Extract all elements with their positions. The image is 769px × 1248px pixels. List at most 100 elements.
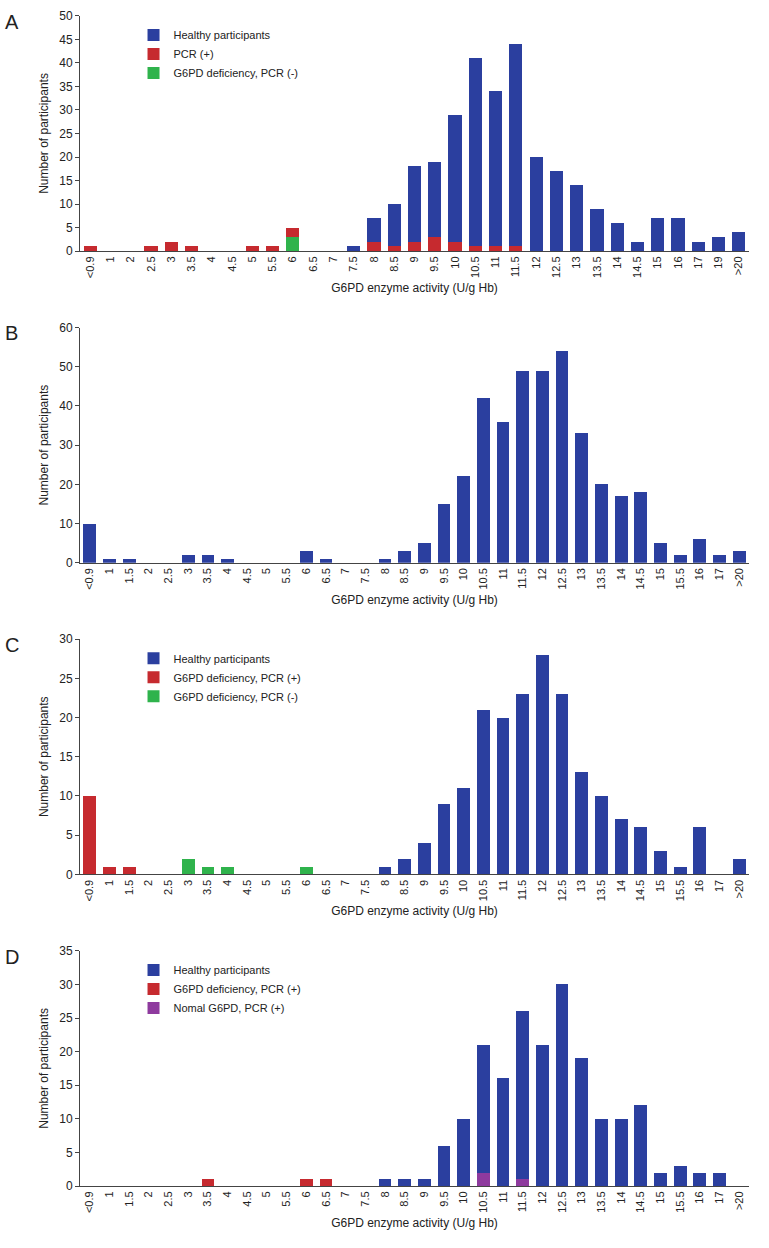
svg-text:6: 6 (300, 568, 312, 574)
svg-text:15: 15 (654, 880, 666, 892)
svg-text:11: 11 (497, 880, 509, 891)
svg-text:12: 12 (536, 568, 548, 580)
svg-text:60: 60 (59, 321, 73, 335)
svg-text:40: 40 (59, 399, 73, 413)
svg-text:8: 8 (379, 1191, 391, 1197)
svg-text:5: 5 (66, 1146, 73, 1160)
svg-text:15.5: 15.5 (674, 568, 686, 589)
svg-text:20: 20 (59, 150, 73, 164)
svg-text:6.5: 6.5 (320, 568, 332, 583)
svg-text:13.5: 13.5 (595, 568, 607, 589)
svg-text:8.5: 8.5 (388, 256, 400, 271)
svg-text:15.5: 15.5 (674, 1191, 686, 1212)
svg-text:4: 4 (205, 256, 217, 262)
svg-text:2: 2 (124, 256, 136, 262)
svg-text:4: 4 (221, 880, 233, 886)
svg-text:5.5: 5.5 (266, 256, 278, 271)
svg-text:0: 0 (66, 244, 73, 258)
svg-text:13.5: 13.5 (591, 256, 603, 277)
svg-text:16: 16 (672, 256, 684, 268)
svg-text:B: B (5, 322, 18, 344)
svg-text:10.5: 10.5 (469, 256, 481, 277)
svg-text:7: 7 (327, 256, 339, 262)
svg-text:11: 11 (489, 256, 501, 267)
svg-text:Healthy participants: Healthy participants (174, 653, 271, 665)
svg-text:13: 13 (570, 256, 582, 268)
svg-text:Number of participants: Number of participants (37, 385, 51, 506)
svg-text:3: 3 (182, 880, 194, 886)
svg-text:C: C (5, 634, 19, 656)
svg-text:G6PD enzyme activity (U/g Hb): G6PD enzyme activity (U/g Hb) (331, 1216, 498, 1230)
svg-text:35: 35 (59, 80, 73, 94)
svg-text:12.5: 12.5 (556, 1191, 568, 1212)
svg-text:10.5: 10.5 (477, 568, 489, 589)
svg-text:17: 17 (713, 568, 725, 580)
svg-text:1: 1 (103, 1191, 115, 1197)
svg-text:14: 14 (615, 880, 627, 892)
svg-text:5: 5 (66, 221, 73, 235)
svg-text:Number of participants: Number of participants (37, 696, 51, 817)
svg-text:13: 13 (575, 1191, 587, 1203)
svg-text:>20: >20 (732, 256, 744, 275)
svg-text:10: 10 (457, 880, 469, 892)
svg-text:4.5: 4.5 (226, 256, 238, 271)
svg-text:25: 25 (59, 1011, 73, 1025)
svg-text:1.5: 1.5 (123, 568, 135, 583)
svg-text:8.5: 8.5 (398, 568, 410, 583)
svg-text:4: 4 (221, 1191, 233, 1197)
svg-text:2: 2 (142, 880, 154, 886)
svg-text:16: 16 (693, 568, 705, 580)
svg-text:7.5: 7.5 (347, 256, 359, 271)
svg-text:Healthy participants: Healthy participants (174, 964, 271, 976)
svg-text:25: 25 (59, 127, 73, 141)
svg-text:12.5: 12.5 (556, 880, 568, 901)
svg-text:11.5: 11.5 (509, 256, 521, 277)
svg-text:9.5: 9.5 (438, 880, 450, 895)
svg-text:3.5: 3.5 (201, 880, 213, 895)
svg-text:5.5: 5.5 (280, 880, 292, 895)
svg-text:16: 16 (693, 1191, 705, 1203)
svg-text:7: 7 (339, 568, 351, 574)
svg-text:7.5: 7.5 (359, 1191, 371, 1206)
svg-text:Healthy participants: Healthy participants (174, 29, 271, 41)
svg-text:14: 14 (615, 1191, 627, 1203)
svg-text:14: 14 (615, 568, 627, 580)
svg-text:10.5: 10.5 (477, 1191, 489, 1212)
svg-text:10: 10 (457, 568, 469, 580)
svg-text:14: 14 (611, 256, 623, 268)
svg-text:PCR (+): PCR (+) (174, 48, 214, 60)
svg-text:1: 1 (103, 568, 115, 574)
svg-text:4: 4 (221, 568, 233, 574)
svg-text:11.5: 11.5 (516, 880, 528, 901)
svg-text:8.5: 8.5 (398, 1191, 410, 1206)
svg-text:10: 10 (449, 256, 461, 268)
svg-text:6: 6 (300, 1191, 312, 1197)
svg-text:5: 5 (261, 1191, 273, 1197)
svg-text:>20: >20 (733, 568, 745, 587)
svg-text:1.5: 1.5 (123, 880, 135, 895)
svg-text:5: 5 (261, 880, 273, 886)
svg-text:2.5: 2.5 (162, 568, 174, 583)
svg-text:3: 3 (182, 1191, 194, 1197)
svg-text:1: 1 (104, 256, 116, 262)
svg-text:<0.9: <0.9 (83, 880, 95, 902)
svg-text:5.5: 5.5 (280, 568, 292, 583)
svg-text:Number of participants: Number of participants (37, 73, 51, 194)
svg-text:15: 15 (59, 750, 73, 764)
svg-text:>20: >20 (733, 1191, 745, 1210)
svg-text:14.5: 14.5 (631, 256, 643, 277)
svg-text:5: 5 (261, 568, 273, 574)
svg-text:12: 12 (530, 256, 542, 268)
svg-text:11.5: 11.5 (516, 1191, 528, 1212)
svg-text:<0.9: <0.9 (83, 1191, 95, 1213)
svg-text:10: 10 (59, 517, 73, 531)
svg-text:16: 16 (693, 880, 705, 892)
svg-text:7.5: 7.5 (359, 568, 371, 583)
svg-text:15: 15 (59, 1078, 73, 1092)
svg-text:D: D (5, 946, 19, 968)
svg-text:14.5: 14.5 (634, 568, 646, 589)
svg-text:20: 20 (59, 478, 73, 492)
svg-text:5: 5 (66, 828, 73, 842)
svg-text:3.5: 3.5 (185, 256, 197, 271)
svg-text:1.5: 1.5 (123, 1191, 135, 1206)
